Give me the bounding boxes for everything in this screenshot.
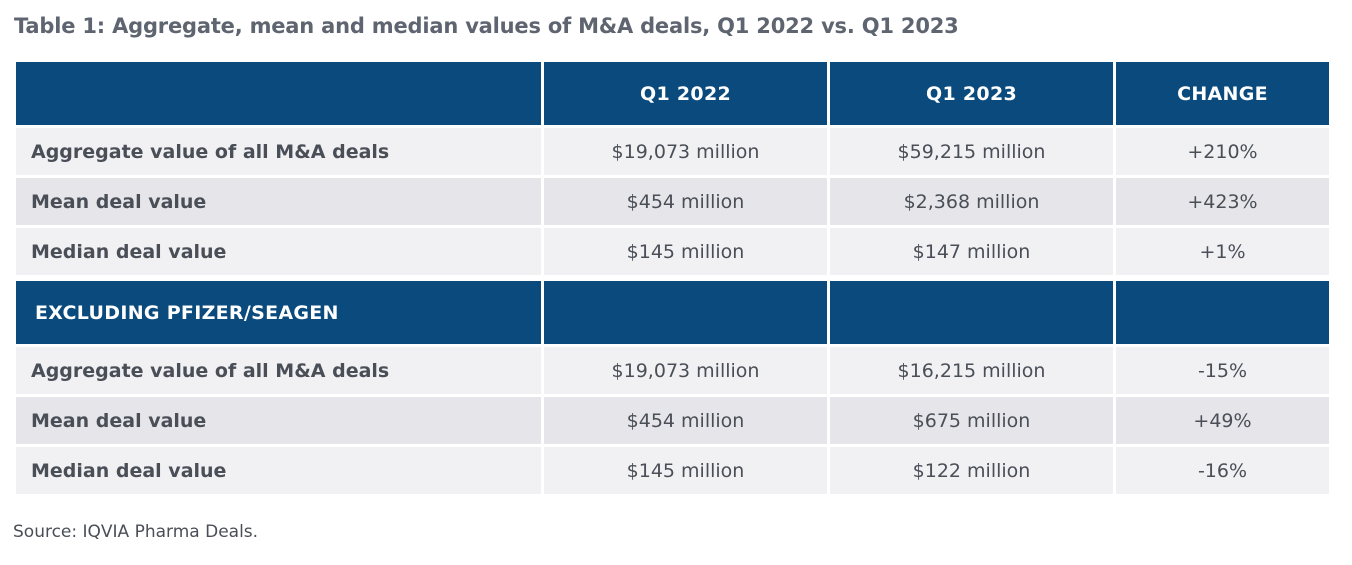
column-header: Q1 2022 [544, 62, 827, 125]
section-header-blank [830, 281, 1113, 344]
table-row: Aggregate value of all M&A deals $19,073 … [16, 347, 1329, 394]
table-cell-change: +423% [1116, 178, 1329, 225]
table-title: Table 1: Aggregate, mean and median valu… [14, 14, 959, 38]
table-row: Aggregate value of all M&A deals $19,073 … [16, 128, 1329, 175]
header-row: EXCLUDING PFIZER/SEAGEN [16, 281, 1329, 344]
row-label: Mean deal value [16, 178, 541, 225]
table-row: Median deal value $145 million $122 millio… [16, 447, 1329, 494]
row-label: Mean deal value [16, 397, 541, 444]
header-row: Q1 2022 Q1 2023 CHANGE [16, 62, 1329, 125]
table-cell-q1-2022: $19,073 million [544, 128, 827, 175]
section-header: EXCLUDING PFIZER/SEAGEN [16, 281, 541, 344]
table-row: Median deal value $145 million $147 millio… [16, 228, 1329, 275]
row-label: Aggregate value of all M&A deals [16, 128, 541, 175]
table-cell-q1-2022: $145 million [544, 228, 827, 275]
table-cell-q1-2023: $675 million [830, 397, 1113, 444]
table-cell-q1-2023: $16,215 million [830, 347, 1113, 394]
column-header: CHANGE [1116, 62, 1329, 125]
table-cell-q1-2022: $19,073 million [544, 347, 827, 394]
deals-table: Q1 2022 Q1 2023 CHANGE Aggregate value of a… [13, 59, 1332, 497]
section-header-blank [1116, 281, 1329, 344]
table-cell-change: -16% [1116, 447, 1329, 494]
table-cell-change: -15% [1116, 347, 1329, 394]
table-cell-change: +49% [1116, 397, 1329, 444]
table-cell-q1-2022: $145 million [544, 447, 827, 494]
table-cell-q1-2023: $147 million [830, 228, 1113, 275]
table-cell-change: +210% [1116, 128, 1329, 175]
table-row: Mean deal value $454 million $2,368 millio… [16, 178, 1329, 225]
table-cell-q1-2023: $2,368 million [830, 178, 1113, 225]
section-header-blank [544, 281, 827, 344]
column-header-blank [16, 62, 541, 125]
table-row: Mean deal value $454 million $675 million +… [16, 397, 1329, 444]
table-cell-q1-2023: $122 million [830, 447, 1113, 494]
table-cell-q1-2023: $59,215 million [830, 128, 1113, 175]
table-cell-q1-2022: $454 million [544, 178, 827, 225]
column-header: Q1 2023 [830, 62, 1113, 125]
row-label: Aggregate value of all M&A deals [16, 347, 541, 394]
row-label: Median deal value [16, 228, 541, 275]
table-cell-change: +1% [1116, 228, 1329, 275]
row-label: Median deal value [16, 447, 541, 494]
source-note: Source: IQVIA Pharma Deals. [13, 522, 259, 542]
table-cell-q1-2022: $454 million [544, 397, 827, 444]
